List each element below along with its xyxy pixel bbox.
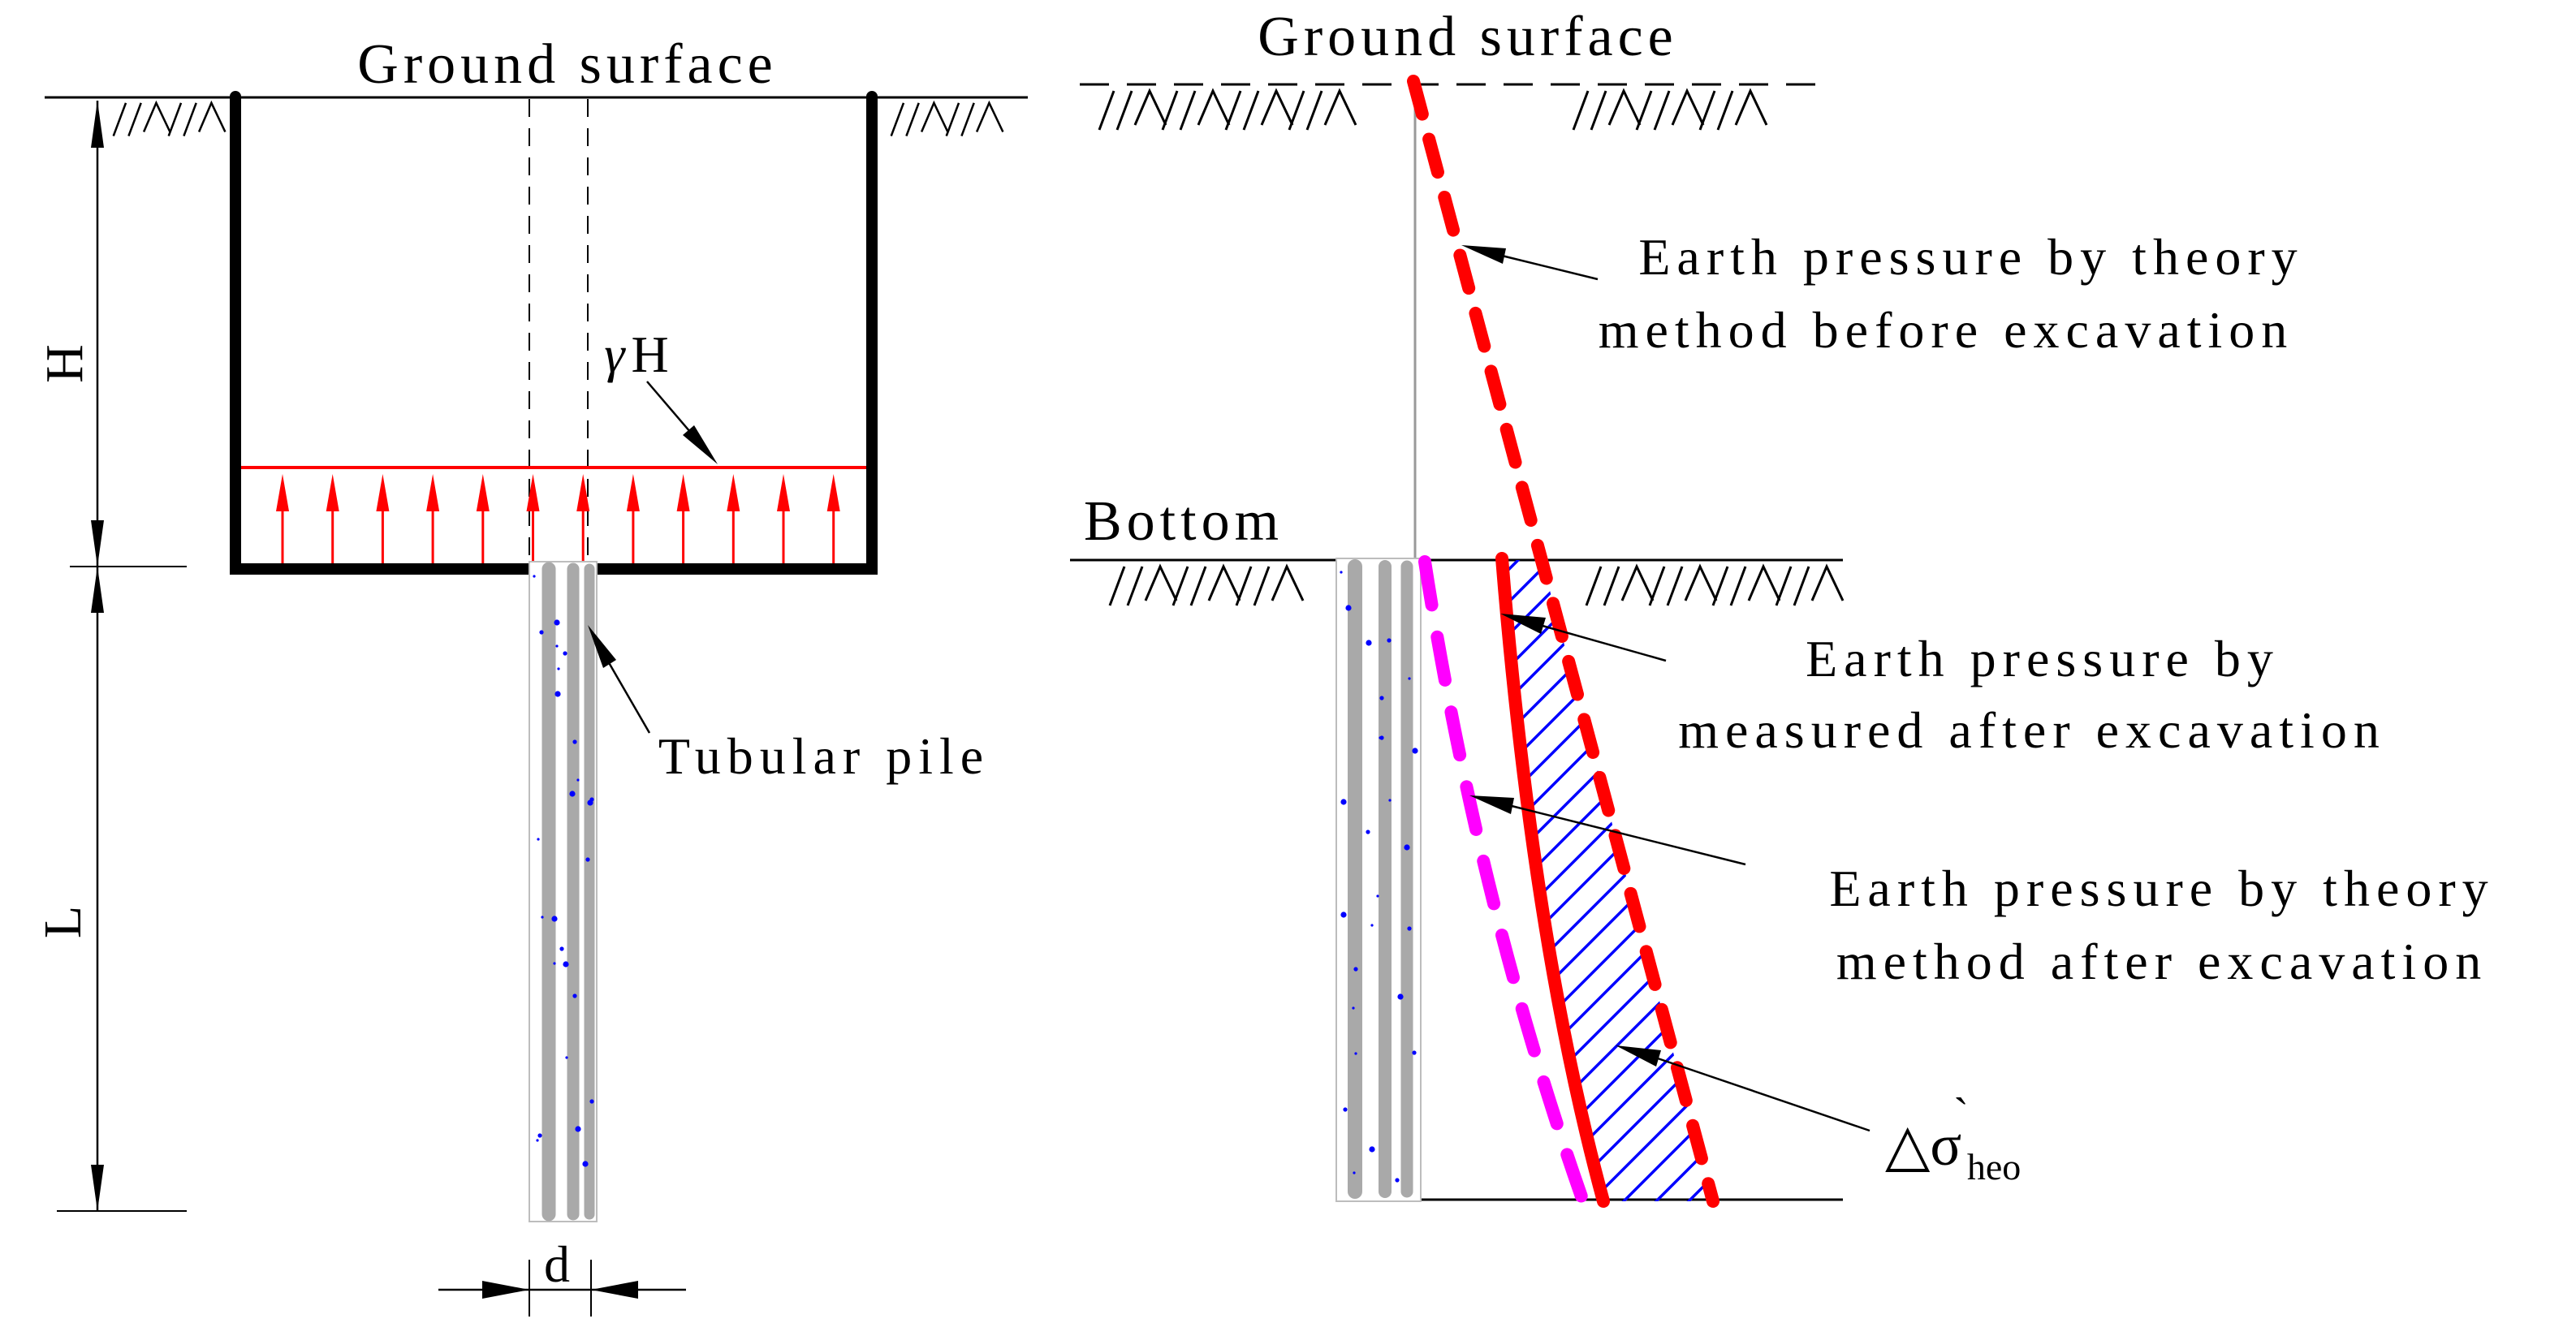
stress-increment-leader (1616, 1045, 1871, 1132)
uplift-arrows (276, 474, 840, 563)
right-tubular-pile (1335, 558, 1422, 1202)
measured-after-leader (1500, 614, 1667, 662)
stress-increment-label: △σ` heo (1885, 1092, 2021, 1186)
theory-before-label-line2: method before excavation (1598, 301, 2294, 359)
pile-leader (588, 625, 651, 734)
left-tubular-pile (529, 561, 598, 1222)
surcharge-label: γH (604, 329, 675, 381)
right-ground-surface-label: Ground surface (1258, 6, 1678, 68)
measured-after-label-line2: measured after excavation (1678, 701, 2386, 759)
delta-sigma-symbol: △σ (1885, 1113, 1962, 1178)
bottom-level-hatch (1108, 565, 1845, 607)
stress-increment-area (1502, 560, 1713, 1201)
theory-before-leader (1461, 245, 1599, 281)
surcharge-leader (646, 381, 718, 464)
pile-length-label: L (33, 903, 93, 939)
gamma-symbol: γ (604, 325, 632, 383)
sigma-subscript: heo (1966, 1146, 2022, 1187)
theory-before-label-line1: Earth pressure by theory (1638, 228, 2304, 286)
tubular-pile-label: Tubular pile (658, 727, 990, 785)
excavation-depth-label: H (35, 343, 94, 383)
theory-after-label-line2: method after excavation (1836, 933, 2488, 990)
left-figure (45, 91, 1028, 1317)
theory-after-label-line1: Earth pressure by theory (1829, 860, 2495, 917)
pile-diameter-label: d (544, 1235, 576, 1293)
theory-before-curve (1407, 75, 1719, 1208)
right-ground-hatch (1098, 89, 1768, 131)
theory-after-curve (1418, 555, 1590, 1208)
bottom-label: Bottom (1083, 490, 1284, 553)
right-figure (1070, 75, 1871, 1208)
sigma-accent: ` (1953, 1089, 1969, 1140)
left-ground-surface-label: Ground surface (357, 33, 778, 96)
measured-after-curve (1495, 552, 1610, 1208)
measured-after-label-line1: Earth pressure by (1806, 630, 2280, 687)
diameter-dimension (438, 1260, 686, 1317)
theory-after-leader (1469, 795, 1746, 866)
depth-dimension (57, 101, 187, 1212)
gamma-h: H (631, 325, 675, 383)
